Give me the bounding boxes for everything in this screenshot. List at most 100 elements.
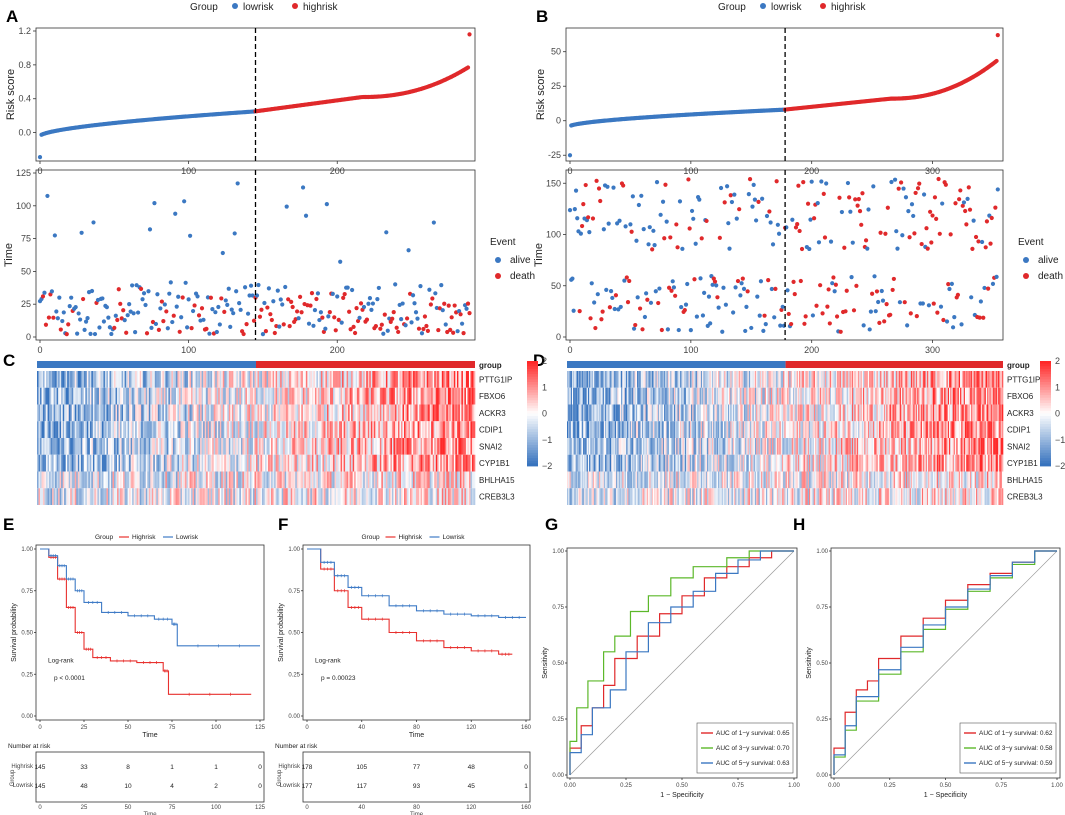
heatmap-cell <box>165 438 168 455</box>
heatmap-cell <box>718 387 720 405</box>
heatmap-cell <box>431 438 434 455</box>
heatmap-cell <box>339 404 341 422</box>
heatmap-cell <box>227 404 230 422</box>
heatmap-cell <box>382 454 385 472</box>
heatmap-cell <box>109 371 112 388</box>
heatmap-cell <box>198 371 201 388</box>
heatmap-cell <box>310 387 313 405</box>
heatmap-cell <box>453 454 456 472</box>
heatmap-cell <box>112 404 115 422</box>
alive-point <box>724 184 730 189</box>
death-point <box>40 294 46 299</box>
heatmap-cell <box>355 421 358 438</box>
heatmap-cell <box>310 371 313 388</box>
death-point <box>929 240 934 245</box>
heatmap-cell <box>88 387 91 405</box>
heatmap-cell <box>156 404 159 422</box>
heatmap-cell <box>77 454 80 472</box>
heatmap-cell <box>444 454 447 472</box>
heatmap-cell <box>198 488 201 505</box>
heatmap-cell <box>839 387 842 405</box>
heatmap-cell <box>372 454 375 472</box>
heatmap-cell <box>94 454 97 472</box>
heatmap-cell <box>449 454 452 472</box>
heatmap-cell <box>848 404 850 422</box>
heatmap-cell <box>378 488 381 505</box>
heatmap-cell <box>910 371 913 388</box>
heatmap-cell <box>605 371 607 388</box>
death-point <box>797 228 802 234</box>
death-point <box>805 201 811 206</box>
heatmap-cell <box>968 387 971 405</box>
heatmap-cell <box>120 387 122 405</box>
alive-point <box>459 321 465 326</box>
heatmap-cell <box>148 471 151 489</box>
heatmap-cell <box>233 421 236 438</box>
heatmap-cell <box>910 387 913 405</box>
heatmap-cell <box>44 371 47 388</box>
heatmap-cell <box>951 371 953 388</box>
heatmap-cell <box>640 371 643 388</box>
heatmap-cell <box>121 421 124 438</box>
heatmap-cell <box>334 438 337 455</box>
death-point <box>596 186 602 191</box>
heatmap-cell <box>133 454 136 472</box>
heatmap-cell <box>845 387 848 405</box>
alive-point <box>106 315 111 320</box>
death-point <box>814 303 819 308</box>
heatmap-cell <box>227 454 230 472</box>
alive-point <box>220 250 225 256</box>
heatmap-cell <box>988 387 990 405</box>
heatmap-cell <box>40 438 42 455</box>
heatmap-cell <box>635 404 638 422</box>
heatmap-cell <box>822 387 824 405</box>
heatmap-cell <box>301 387 304 405</box>
heatmap-cell <box>467 387 470 405</box>
heatmap-cell <box>726 404 729 422</box>
heatmap-cell <box>711 371 714 388</box>
heatmap-cell <box>64 488 66 505</box>
heatmap-cell <box>221 454 224 472</box>
heatmap-cell <box>994 371 996 388</box>
heatmap-cell <box>351 438 353 455</box>
heatmap-cell <box>239 371 242 388</box>
heatmap-cell <box>833 387 836 405</box>
heatmap-cell <box>330 438 332 455</box>
heatmap-cell <box>361 488 364 505</box>
heatmap-cell <box>147 488 150 505</box>
heatmap-cell <box>207 454 210 472</box>
heatmap-cell <box>839 371 842 388</box>
death-point <box>449 315 454 320</box>
heatmap-cell <box>319 421 322 438</box>
heatmap-cell <box>823 371 826 388</box>
heatmap-cell <box>985 371 988 388</box>
heatmap-cell <box>50 371 53 388</box>
y-tick-label: 1.2 <box>18 26 31 36</box>
heatmap-cell <box>135 387 137 405</box>
heatmap-cell <box>326 438 329 455</box>
heatmap-cell <box>387 421 390 438</box>
heatmap-cell <box>384 454 387 472</box>
heatmap-cell <box>456 421 459 438</box>
heatmap-cell <box>281 371 284 388</box>
heatmap-cell <box>194 404 196 422</box>
alive-point <box>266 286 271 291</box>
heatmap-cell <box>114 387 116 405</box>
heatmap-cell <box>248 404 251 422</box>
heatmap-cell <box>117 404 119 422</box>
heatmap-cell <box>64 421 66 438</box>
heatmap-cell <box>821 387 823 405</box>
death-point <box>394 325 399 330</box>
heatmap-cell <box>319 438 322 455</box>
heatmap-cell <box>114 488 116 505</box>
risk-point <box>37 155 43 160</box>
heatmap-cell <box>91 387 94 405</box>
heatmap-cell <box>246 488 249 505</box>
alive-point <box>147 227 153 232</box>
heatmap-cell <box>82 471 85 489</box>
heatmap-cell <box>106 454 109 472</box>
alive-point <box>427 287 432 292</box>
heatmap-cell <box>243 371 246 388</box>
heatmap-cell <box>130 404 133 422</box>
alive-point <box>758 279 764 284</box>
